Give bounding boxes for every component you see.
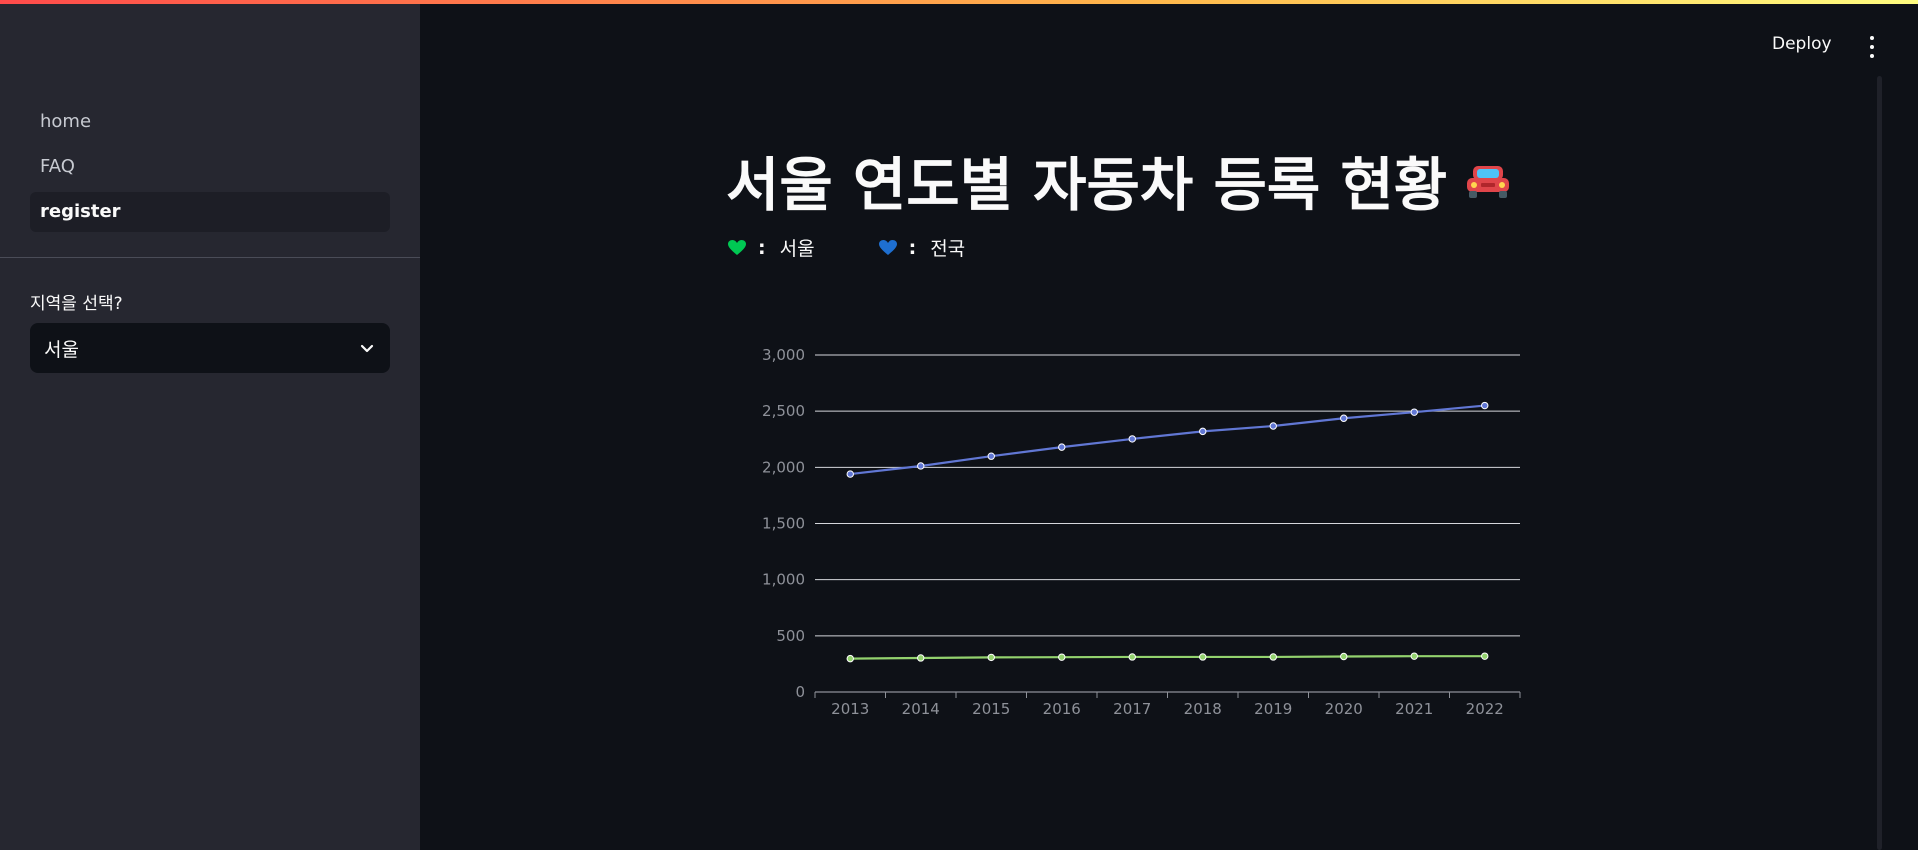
data-point — [1340, 652, 1348, 661]
main-menu-icon[interactable] — [1862, 36, 1882, 58]
x-tick-label: 2015 — [972, 700, 1010, 718]
deploy-button[interactable]: Deploy — [1772, 34, 1832, 54]
y-tick-label: 1,000 — [762, 571, 805, 589]
sidebar-divider — [0, 257, 420, 258]
data-point — [1269, 422, 1277, 430]
x-tick-label: 2017 — [1113, 700, 1151, 718]
data-point — [1340, 414, 1348, 422]
legend-separator: : — [758, 236, 766, 259]
data-point — [1058, 653, 1066, 661]
data-point — [987, 452, 995, 460]
data-point — [1481, 652, 1489, 660]
data-point — [917, 462, 925, 470]
region-select-value: 서울 — [44, 338, 79, 361]
green-heart-icon — [728, 239, 746, 255]
blue-heart-icon — [878, 239, 897, 255]
data-point — [1481, 401, 1489, 410]
sidebar-item-faq[interactable]: FAQ — [40, 156, 75, 177]
sidebar-item-home[interactable]: home — [40, 111, 92, 132]
car-icon — [1467, 166, 1510, 198]
y-tick-label: 2,500 — [762, 402, 805, 420]
x-tick-label: 2019 — [1254, 700, 1292, 718]
x-tick-label: 2022 — [1466, 700, 1504, 718]
y-tick-label: 3,000 — [762, 346, 805, 364]
data-point — [1128, 435, 1136, 443]
sidebar: home FAQ register 지역을 선택? 서울 — [0, 0, 420, 850]
data-point — [917, 654, 925, 662]
scrollbar[interactable] — [1877, 76, 1882, 850]
region-select[interactable]: 서울 — [30, 323, 390, 373]
x-tick-label: 2020 — [1325, 700, 1363, 718]
data-point — [1199, 427, 1207, 436]
y-tick-label: 0 — [795, 683, 805, 701]
data-point — [1410, 652, 1418, 660]
legend-label-seoul: 서울 — [779, 238, 815, 260]
data-point — [1269, 653, 1277, 661]
data-point — [846, 470, 854, 478]
y-tick-label: 1,500 — [762, 515, 805, 533]
x-tick-label: 2013 — [831, 700, 869, 718]
x-tick-label: 2021 — [1395, 700, 1433, 718]
legend-item-national: : 전국 — [878, 234, 966, 261]
legend-item-seoul: : 서울 — [728, 234, 815, 261]
region-select-label: 지역을 선택? — [30, 294, 123, 314]
x-tick-label: 2014 — [902, 700, 940, 718]
chart-legend: : 서울 : 전국 — [728, 234, 1029, 261]
data-point — [1128, 653, 1136, 661]
data-point — [987, 653, 995, 662]
data-point — [1410, 408, 1418, 416]
y-tick-label: 2,000 — [762, 458, 805, 476]
data-point — [1058, 443, 1066, 451]
page-title: 서울 연도별 자동차 등록 현황 — [726, 151, 1448, 219]
sidebar-item-register[interactable]: register — [30, 192, 390, 232]
page-title-row: 서울 연도별 자동차 등록 현황 — [726, 138, 1511, 222]
line-chart: 0 500 1,000 1,500 2,000 2,500 3,000 2013 2014 201… — [762, 346, 1521, 718]
x-tick-label: 2018 — [1184, 700, 1222, 718]
chevron-down-icon — [358, 339, 376, 357]
sidebar-nav: home FAQ register — [30, 102, 390, 237]
series-line-0 — [850, 404, 1485, 476]
y-tick-label: 500 — [776, 627, 805, 645]
x-tick-label: 2016 — [1043, 700, 1081, 718]
data-point — [1199, 653, 1207, 661]
top-decoration-bar — [0, 0, 1918, 4]
legend-separator: : — [908, 236, 917, 259]
legend-label-national: 전국 — [930, 238, 966, 260]
data-point — [846, 654, 854, 663]
series-line-1 — [850, 655, 1485, 660]
